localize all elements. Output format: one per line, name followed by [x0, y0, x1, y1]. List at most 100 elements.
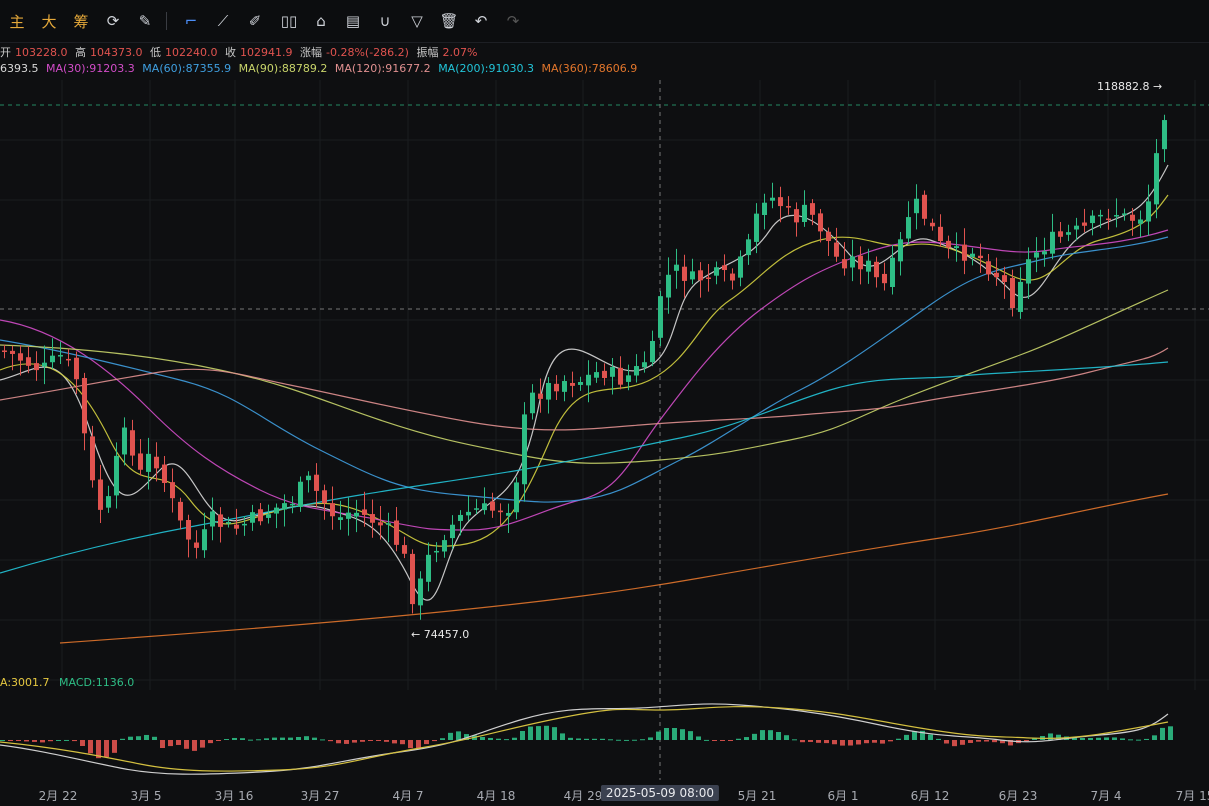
macd-bar — [464, 734, 469, 740]
macd-bar — [272, 737, 277, 740]
candle-body — [386, 523, 391, 525]
macd-bar — [944, 740, 949, 744]
macd-bar — [960, 740, 965, 745]
candle-body — [90, 436, 95, 481]
macd-bar — [80, 740, 85, 746]
candle-body — [194, 542, 199, 548]
macd-bar — [208, 740, 213, 744]
change-label: 涨幅 — [300, 46, 322, 59]
tab-main[interactable]: 主 — [9, 12, 25, 31]
indicator-icon[interactable]: ⟳ — [106, 12, 120, 30]
macd-bar — [160, 740, 165, 748]
macd-bar — [1104, 737, 1109, 740]
macd-bar — [152, 736, 157, 740]
dea-value: A:3001.7 — [0, 676, 50, 689]
macd-bar — [248, 739, 253, 741]
tab-big-order[interactable]: 大 — [41, 12, 57, 31]
filter-icon[interactable]: ▽ — [411, 12, 423, 30]
candle-body — [714, 267, 719, 276]
macd-bar — [288, 737, 293, 740]
candle-body — [530, 392, 535, 414]
candle-body — [850, 256, 855, 268]
macd-bar — [408, 740, 413, 749]
macd-bar — [1056, 734, 1061, 740]
magnet-icon[interactable]: ∪ — [379, 12, 391, 30]
macd-bar — [672, 728, 677, 740]
macd-chart[interactable] — [0, 690, 1209, 780]
ma-item: 6393.5 — [0, 62, 39, 75]
macd-bar — [1072, 737, 1077, 740]
macd-bar — [72, 740, 77, 742]
pen-icon[interactable]: ✐ — [248, 12, 262, 30]
candle-body — [290, 503, 295, 506]
candle-body — [138, 453, 143, 470]
candle-body — [1026, 259, 1031, 284]
macd-bar — [760, 730, 765, 740]
candle-body — [1050, 231, 1055, 254]
macd-bar — [1168, 726, 1173, 740]
macd-bar — [728, 740, 733, 741]
candle-body — [282, 503, 287, 510]
x-axis-crosshair-label: 2025-05-09 08:00 — [600, 785, 720, 801]
candles — [2, 114, 1167, 620]
candle-type-icon[interactable]: ▯▯ — [280, 12, 298, 30]
macd-bar — [304, 736, 309, 740]
macd-bar — [992, 740, 997, 743]
macd-bar — [584, 738, 589, 740]
macd-bar — [384, 740, 389, 742]
macd-bar — [1112, 737, 1117, 740]
ruler-icon[interactable]: ⟋ — [217, 12, 229, 30]
macd-value: MACD:1136.0 — [59, 676, 135, 689]
macd-bar — [816, 740, 821, 743]
macd-bar — [912, 731, 917, 740]
candle-body — [546, 382, 551, 400]
macd-bar — [744, 737, 749, 740]
change-value: -0.28%(-286.2) — [326, 46, 409, 59]
tab-chips[interactable]: 筹 — [73, 12, 89, 31]
macd-bar — [712, 740, 717, 741]
candle-body — [1002, 275, 1007, 282]
macd-bar — [144, 734, 149, 740]
candle-body — [722, 265, 727, 271]
ma-lines — [0, 164, 1169, 644]
candle-body — [674, 264, 679, 271]
candle-body — [122, 427, 127, 455]
macd-bar — [280, 737, 285, 740]
macd-bar — [32, 740, 37, 742]
candle-body — [1138, 219, 1143, 224]
ma-line — [0, 164, 1169, 601]
candlestick-chart[interactable] — [0, 80, 1209, 690]
macd-bar — [400, 740, 405, 745]
lock-icon[interactable]: ⌂ — [316, 12, 326, 30]
low-label: 低 — [150, 46, 161, 59]
candle-body — [250, 512, 255, 523]
candle-body — [890, 257, 895, 288]
drawing-tools-icon[interactable]: ✎ — [138, 12, 152, 30]
macd-bar — [824, 740, 829, 744]
candle-body — [666, 274, 671, 298]
cursor-line-icon[interactable]: ⌐ — [184, 12, 198, 30]
candle-body — [882, 273, 887, 284]
macd-bar — [656, 731, 661, 740]
candle-body — [474, 508, 479, 510]
macd-bar — [1000, 740, 1005, 744]
candle-body — [458, 514, 463, 521]
candle-body — [258, 509, 263, 522]
ma-legend: 6393.5 MA(30):91203.3 MA(60):87355.9 MA(… — [0, 62, 641, 75]
notes-icon[interactable]: ▤ — [345, 12, 361, 30]
macd-bar — [984, 740, 989, 742]
redo-icon: ↷ — [506, 12, 520, 30]
x-axis: 2月 22 3月 5 3月 16 3月 27 4月 7 4月 18 4月 29 2025-05… — [0, 782, 1209, 806]
candle-body — [378, 522, 383, 526]
candle-body — [754, 213, 759, 242]
candle-body — [50, 355, 55, 363]
macd-bar — [224, 739, 229, 740]
candle-body — [314, 474, 319, 491]
trash-icon[interactable]: 🗑 — [439, 12, 459, 30]
ma-item: MA(60):87355.9 — [142, 62, 232, 75]
undo-icon[interactable]: ↶ — [474, 12, 488, 30]
x-axis-tick: 4月 18 — [476, 789, 516, 803]
candle-body — [482, 503, 487, 511]
candle-body — [1074, 225, 1079, 230]
candle-body — [298, 481, 303, 507]
